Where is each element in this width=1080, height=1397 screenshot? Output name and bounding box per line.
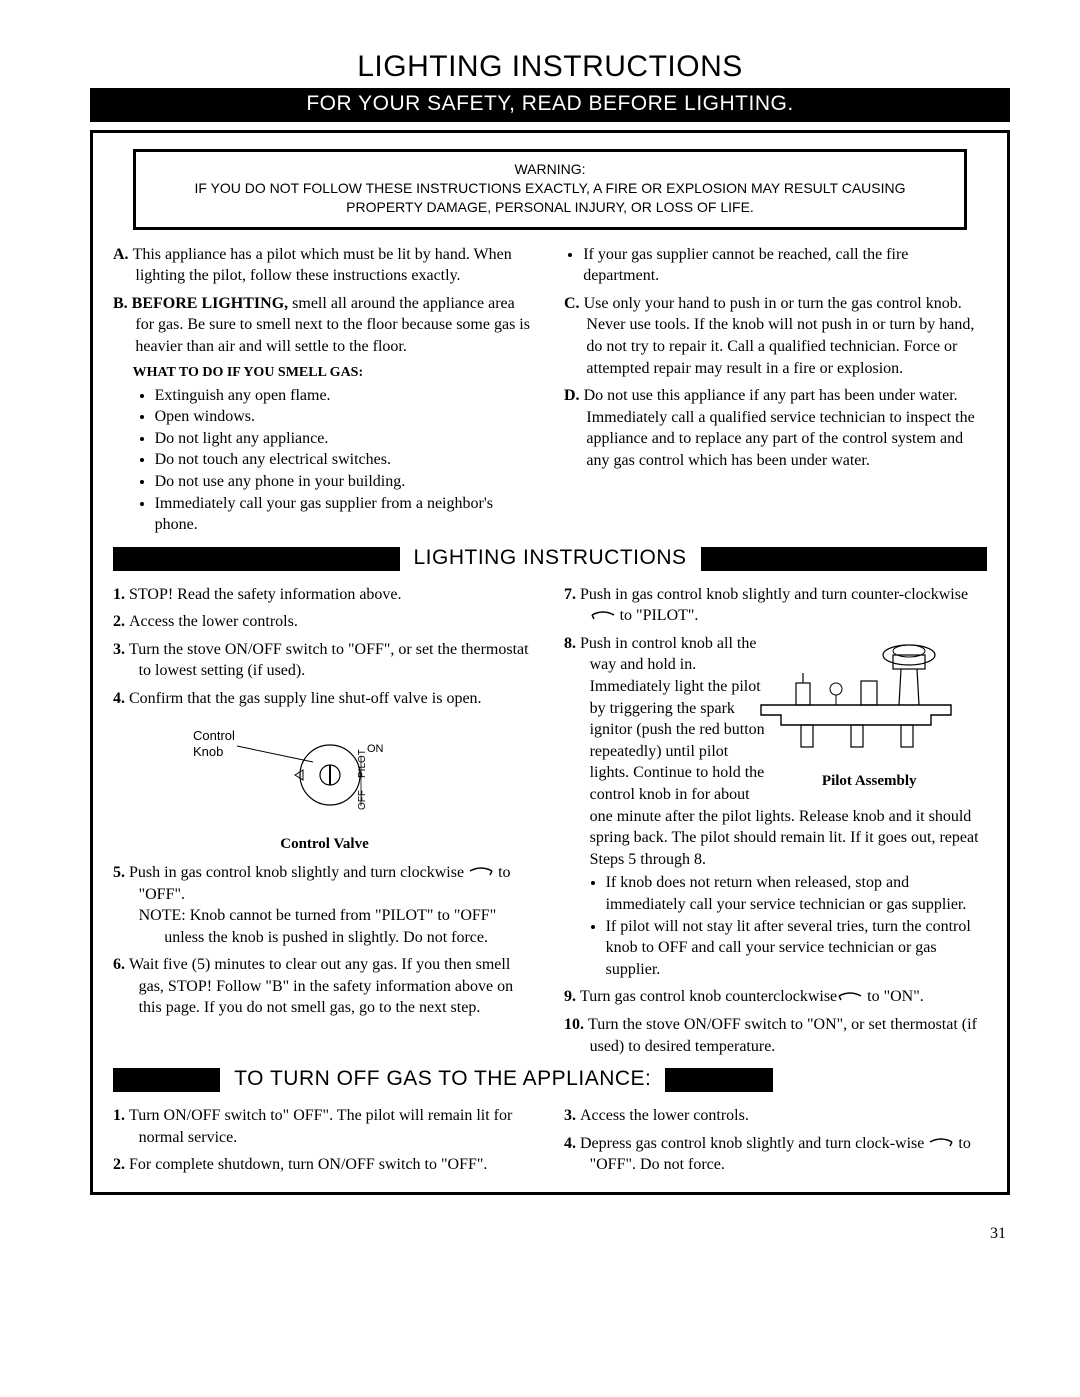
lighting-list-right: Push in gas control knob slightly and tu… [564,584,987,1057]
safety-b-lead: BEFORE LIGHTING, [132,295,288,312]
lighting-step: Turn the stove ON/OFF switch to "OFF", o… [113,639,536,682]
turnoff-step: Access the lower controls. [564,1105,987,1127]
step8-subitem: If knob does not return when released, s… [606,872,987,915]
smell-item: Do not light any appliance. [155,428,536,450]
cw-arrow-icon [468,867,494,879]
safety-col-left: A. This appliance has a pilot which must… [113,244,536,542]
smell-item: Open windows. [155,406,536,428]
band-bar-right [665,1068,772,1092]
lighting-step: Push in gas control knob slightly and tu… [564,584,987,627]
fig-label-on: ON [367,743,384,755]
lighting-heading: LIGHTING INSTRUCTIONS [400,544,701,574]
main-frame: WARNING: IF YOU DO NOT FOLLOW THESE INST… [90,130,1010,1195]
lighting-step: STOP! Read the safety information above. [113,584,536,606]
ccw-arrow-icon [590,611,616,623]
lighting-step: Access the lower controls. [113,611,536,633]
turnoff-list-left: Turn ON/OFF switch to" OFF". The pilot w… [113,1105,536,1176]
safety-banner: FOR YOUR SAFETY, READ BEFORE LIGHTING. [90,88,1010,122]
safety-item-c: C. Use only your hand to push in or turn… [564,293,987,379]
fig-label-pilot: PILOT [357,749,368,778]
warning-body: IF YOU DO NOT FOLLOW THESE INSTRUCTIONS … [194,180,905,215]
supplier-item: If your gas supplier cannot be reached, … [583,244,987,287]
document-page: LIGHTING INSTRUCTIONS FOR YOUR SAFETY, R… [0,0,1080,1283]
lighting-col-right: Push in gas control knob slightly and tu… [564,584,987,1063]
band-bar-left [113,547,400,571]
lighting-list-left: STOP! Read the safety information above.… [113,584,536,710]
safety-columns: A. This appliance has a pilot which must… [113,244,987,542]
band-bar-left [113,1068,220,1092]
control-valve-figure: Control Knob ON PILOT OFF Control Valve [113,720,536,854]
fig-label-off: OFF [357,790,368,810]
step8-sublist: If knob does not return when released, s… [590,872,987,980]
supplier-list: If your gas supplier cannot be reached, … [564,244,987,287]
smell-item: Do not use any phone in your building. [155,471,536,493]
turnoff-heading: TO TURN OFF GAS TO THE APPLIANCE: [220,1065,665,1095]
warning-box: WARNING: IF YOU DO NOT FOLLOW THESE INST… [133,149,967,230]
fig-label-knob: Knob [193,744,223,759]
lighting-step: Turn the stove ON/OFF switch to "ON", or… [564,1014,987,1057]
safety-d-text: Do not use this appliance if any part ha… [584,387,975,469]
cw-arrow-icon [928,1138,954,1150]
fig-label-control: Control [193,728,235,743]
pilot-assembly-figure: Pilot Assembly [777,633,987,800]
control-valve-caption: Control Valve [113,834,536,854]
lighting-step: Turn gas control knob counterclockwise t… [564,986,987,1008]
smell-item: Immediately call your gas supplier from … [155,493,536,536]
safety-c-text: Use only your hand to push in or turn th… [584,295,975,377]
page-title: LIGHTING INSTRUCTIONS [90,50,1010,84]
lighting-step: Confirm that the gas supply line shut-of… [113,688,536,710]
lighting-columns: STOP! Read the safety information above.… [113,584,987,1063]
pilot-assembly-diagram [751,633,961,763]
lighting-list-left-2: Push in gas control knob slightly and tu… [113,862,536,1019]
smell-item: Do not touch any electrical switches. [155,449,536,471]
smell-item: Extinguish any open flame. [155,385,536,407]
warning-title: WARNING: [166,160,934,179]
turnoff-columns: Turn ON/OFF switch to" OFF". The pilot w… [113,1105,987,1182]
turnoff-heading-band: TO TURN OFF GAS TO THE APPLIANCE: [113,1065,987,1095]
smell-list: Extinguish any open flame. Open windows.… [113,385,536,536]
turnoff-col-left: Turn ON/OFF switch to" OFF". The pilot w… [113,1105,536,1182]
smell-heading: WHAT TO DO IF YOU SMELL GAS: [113,364,536,383]
ccw-arrow-icon [837,992,863,1004]
step7-text-b: to "PILOT". [616,607,699,624]
step8-subitem: If pilot will not stay lit after several… [606,916,987,981]
safety-item-a: A. This appliance has a pilot which must… [113,244,536,287]
lighting-step: Wait five (5) minutes to clear out any g… [113,954,536,1019]
turnoff-step: Turn ON/OFF switch to" OFF". The pilot w… [113,1105,536,1148]
turnoff-col-right: Access the lower controls. Depress gas c… [564,1105,987,1182]
step5-text-a: Push in gas control knob slightly and tu… [129,864,468,881]
safety-item-d: D. Do not use this appliance if any part… [564,385,987,471]
step9-text-a: Turn gas control knob counterclockwise [580,988,837,1005]
step9-text-b: to "ON". [863,988,924,1005]
band-bar-right [701,547,988,571]
control-valve-diagram: Control Knob ON PILOT OFF [185,720,465,830]
turnoff-step: Depress gas control knob slightly and tu… [564,1133,987,1176]
step7-text-a: Push in gas control knob slightly and tu… [580,586,968,603]
turnoff4-text-a: Depress gas control knob slightly and tu… [580,1135,928,1152]
lighting-col-left: STOP! Read the safety information above.… [113,584,536,1063]
pilot-assembly-caption: Pilot Assembly [777,771,987,791]
lighting-step: Push in gas control knob slightly and tu… [113,862,536,948]
page-number: 31 [90,1225,1010,1243]
safety-col-right: If your gas supplier cannot be reached, … [564,244,987,542]
safety-a-text: This appliance has a pilot which must be… [133,246,512,285]
step5-note: NOTE: Knob cannot be turned from "PILOT"… [139,905,536,948]
lighting-step: Pilot Assembly Push in control knob all … [564,633,987,981]
turnoff-list-right: Access the lower controls. Depress gas c… [564,1105,987,1176]
lighting-heading-band: LIGHTING INSTRUCTIONS [113,544,987,574]
turnoff-step: For complete shutdown, turn ON/OFF switc… [113,1154,536,1176]
safety-item-b: B. BEFORE LIGHTING, smell all around the… [113,293,536,358]
